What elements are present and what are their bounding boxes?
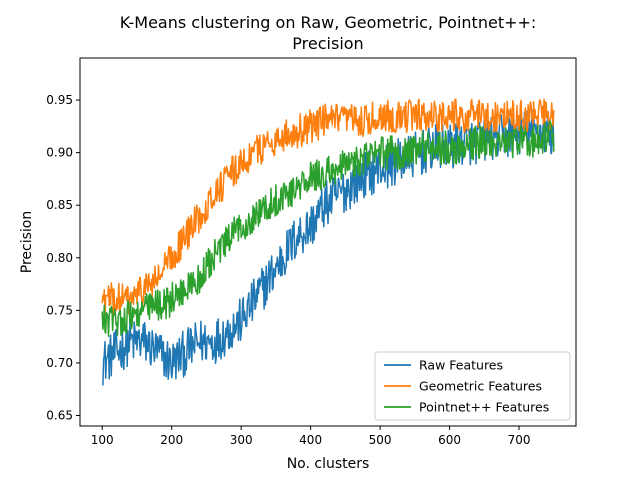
y-tick-label: 0.75 (46, 303, 73, 317)
chart-title: K-Means clustering on Raw, Geometric, Po… (120, 13, 537, 32)
legend-label: Pointnet++ Features (419, 400, 549, 415)
y-axis-ticks: 0.65 0.70 0.75 0.80 0.85 0.90 0.95 (46, 93, 80, 422)
x-tick-label: 300 (230, 433, 253, 447)
series-line-2 (101, 98, 555, 317)
legend-label: Raw Features (419, 358, 503, 373)
legend-box (374, 351, 571, 421)
x-tick-label: 200 (160, 433, 183, 447)
y-tick-label: 0.85 (46, 198, 73, 212)
y-tick-label: 0.65 (46, 408, 73, 422)
chart-subtitle: Precision (292, 34, 363, 53)
x-tick-label: 400 (299, 433, 322, 447)
x-axis-ticks: 100 200 300 400 500 600 700 (91, 426, 531, 447)
series-line-3 (101, 120, 555, 338)
series-layer (101, 98, 555, 386)
x-tick-label: 600 (438, 433, 461, 447)
y-tick-label: 0.70 (46, 356, 73, 370)
y-axis-label: Precision (19, 211, 35, 273)
x-tick-label: 700 (508, 433, 531, 447)
x-tick-label: 500 (369, 433, 392, 447)
x-tick-label: 100 (91, 433, 114, 447)
x-axis-label: No. clusters (287, 456, 370, 472)
y-tick-label: 0.95 (46, 93, 73, 107)
legend: Raw Features Geometric Features Pointnet++… (374, 351, 571, 421)
plot-frame (79, 57, 577, 427)
y-tick-label: 0.80 (46, 251, 73, 265)
y-tick-label: 0.90 (46, 146, 73, 160)
legend-label: Geometric Features (419, 379, 542, 394)
